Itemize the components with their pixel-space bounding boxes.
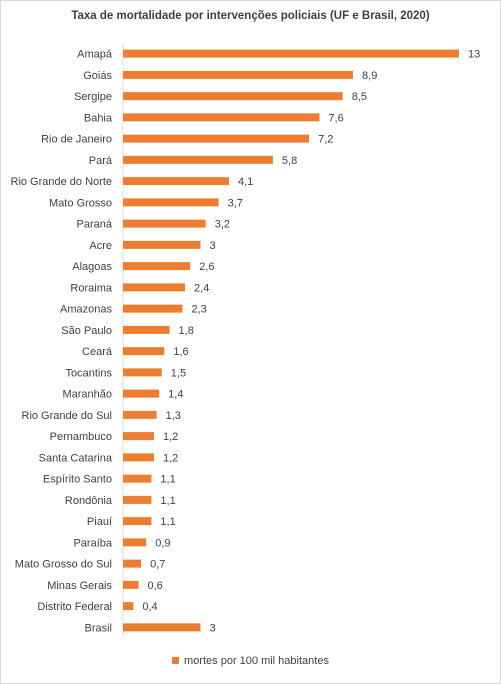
- data-label: 7,6: [328, 112, 343, 124]
- data-label: 8,9: [362, 70, 377, 82]
- bar: [123, 70, 354, 79]
- data-label: 0,6: [148, 580, 163, 592]
- bar: [123, 240, 201, 249]
- data-label: 5,8: [282, 155, 297, 167]
- bar: [123, 517, 152, 526]
- bar: [123, 474, 152, 483]
- data-label: 0,7: [150, 559, 165, 571]
- data-label: 3: [210, 240, 216, 252]
- category-label: Santa Catarina: [39, 452, 113, 464]
- legend-swatch: [172, 656, 180, 664]
- bar: [123, 155, 273, 164]
- data-label: 1,6: [173, 346, 188, 358]
- category-label: Ceará: [82, 346, 113, 358]
- data-label: 1,5: [171, 367, 186, 379]
- data-label: 0,9: [155, 537, 170, 549]
- bar: [123, 134, 310, 143]
- category-label: Acre: [89, 240, 112, 252]
- data-label: 1,1: [160, 474, 175, 486]
- category-label: Sergipe: [74, 91, 112, 103]
- bar: [123, 49, 459, 58]
- category-label: Minas Gerais: [47, 580, 112, 592]
- category-label: Goiás: [83, 70, 112, 82]
- category-label: Piauí: [87, 516, 112, 528]
- category-label: Alagoas: [72, 261, 112, 273]
- category-label: Bahia: [84, 112, 113, 124]
- data-label: 3,2: [215, 219, 230, 231]
- category-label: Rio Grande do Norte: [11, 176, 113, 188]
- bar: [123, 92, 343, 101]
- category-label: Mato Grosso do Sul: [15, 559, 112, 571]
- bar: [123, 410, 157, 419]
- bar: [123, 602, 134, 611]
- category-label: Maranhão: [62, 389, 112, 401]
- category-label: Amapá: [77, 49, 113, 61]
- category-label: Paraíba: [73, 537, 112, 549]
- bar: [123, 219, 206, 228]
- chart-title: Taxa de mortalidade por intervenções pol…: [71, 10, 430, 22]
- bar: [123, 580, 139, 589]
- category-label: Brasil: [84, 622, 112, 634]
- data-label: 7,2: [318, 134, 333, 146]
- bar: [123, 623, 201, 632]
- bar: [123, 304, 183, 313]
- data-label: 3: [210, 622, 216, 634]
- legend: mortes por 100 mil habitantes: [0, 655, 501, 667]
- data-label: 8,5: [352, 91, 367, 103]
- category-label: Rondônia: [65, 495, 113, 507]
- bar: [123, 538, 147, 547]
- bar: [123, 368, 162, 377]
- category-label: Espírito Santo: [43, 474, 112, 486]
- category-label: Paraná: [77, 219, 113, 231]
- category-label: São Paulo: [61, 325, 112, 337]
- data-label: 2,3: [191, 304, 206, 316]
- bar: [123, 432, 155, 441]
- category-label: Pernambuco: [50, 431, 112, 443]
- data-label: 1,3: [166, 410, 181, 422]
- bar: [123, 113, 320, 122]
- bar: [123, 283, 186, 292]
- bar: [123, 453, 155, 462]
- data-label: 0,4: [142, 601, 157, 613]
- legend-label: mortes por 100 mil habitantes: [184, 655, 329, 667]
- bar: [123, 389, 160, 398]
- category-label: Rio de Janeiro: [41, 134, 112, 146]
- data-label: 1,1: [160, 495, 175, 507]
- data-label: 1,4: [168, 389, 183, 401]
- bar: [123, 177, 229, 186]
- bar: [123, 262, 191, 271]
- data-label: 1,2: [163, 452, 178, 464]
- bar: [123, 325, 170, 334]
- category-label: Pará: [89, 155, 113, 167]
- data-label: 1,8: [179, 325, 194, 337]
- category-label: Mato Grosso: [49, 197, 112, 209]
- data-label: 13: [468, 49, 480, 61]
- category-label: Distrito Federal: [37, 601, 112, 613]
- bar: [123, 347, 165, 356]
- data-label: 1,2: [163, 431, 178, 443]
- category-label: Amazonas: [60, 304, 112, 316]
- data-label: 4,1: [238, 176, 253, 188]
- bar: [123, 198, 219, 207]
- bar: [123, 495, 152, 504]
- category-label: Roraima: [70, 282, 112, 294]
- data-label: 3,7: [228, 197, 243, 209]
- bar: [123, 559, 142, 568]
- data-label: 2,4: [194, 282, 209, 294]
- category-label: Tocantins: [66, 367, 113, 379]
- data-label: 2,6: [199, 261, 214, 273]
- category-label: Rio Grande do Sul: [22, 410, 113, 422]
- data-label: 1,1: [160, 516, 175, 528]
